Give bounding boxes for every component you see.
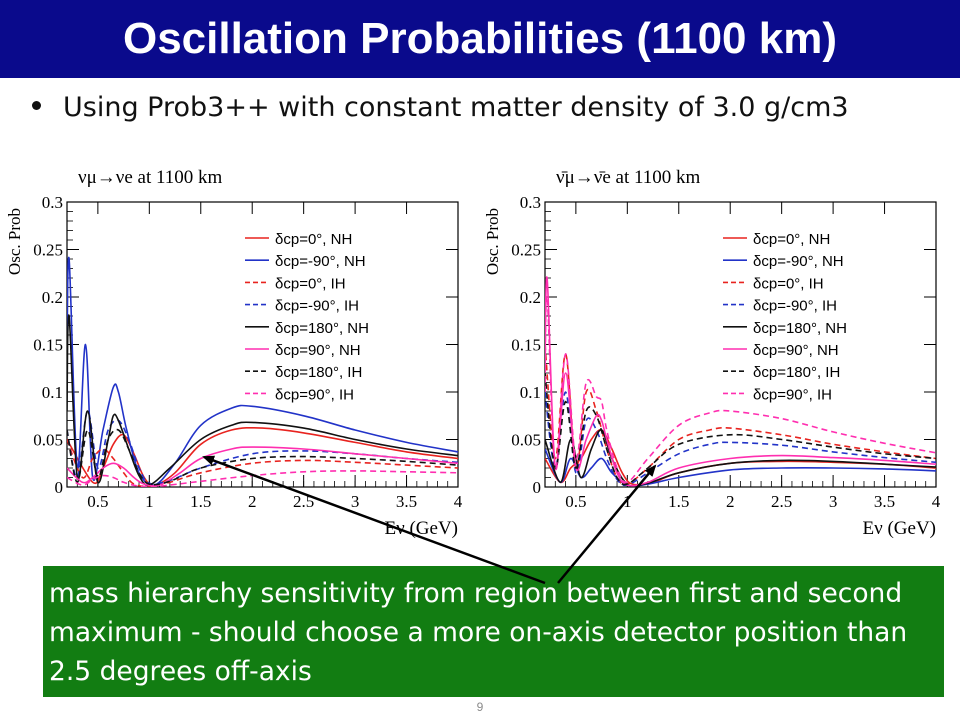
bullet-item: Using Prob3++ with constant matter densi… <box>32 92 849 123</box>
slide-title: Oscillation Probabilities (1100 km) <box>122 14 838 63</box>
x-tick-label: 0.5 <box>565 492 586 511</box>
y-tick-label: 0.15 <box>511 336 541 355</box>
legend-entry: δcp=-90°, NH <box>275 253 366 270</box>
legend-entry: δcp=90°, IH <box>275 386 354 403</box>
x-tick-label: 1.5 <box>190 492 211 511</box>
y-axis-label: Osc. Prob <box>5 208 24 275</box>
chart-title: νμ→νe at 1100 km <box>78 167 223 188</box>
x-axis-label: Eν (GeV) <box>863 518 936 539</box>
plot-frame <box>544 201 937 488</box>
x-tick-label: 3 <box>829 492 838 511</box>
legend-entry: δcp=-90°, IH <box>753 298 837 315</box>
y-tick-label: 0.25 <box>511 241 541 260</box>
series-group <box>67 256 458 487</box>
y-tick-label: 0.05 <box>33 431 63 450</box>
legend-entry: δcp=90°, IH <box>753 386 832 403</box>
page-number: 9 <box>476 700 484 714</box>
legend-entry: δcp=-90°, NH <box>753 253 844 270</box>
x-tick-label: 4 <box>932 492 941 511</box>
series-group <box>545 276 936 487</box>
note-box: mass hierarchy sensitivity from region b… <box>43 566 944 697</box>
x-tick-label: 1.5 <box>668 492 689 511</box>
legend-entry: δcp=0°, IH <box>753 275 824 292</box>
y-tick-label: 0 <box>55 478 64 497</box>
x-tick-label: 1 <box>145 492 154 511</box>
y-tick-label: 0.2 <box>520 288 541 307</box>
note-text: mass hierarchy sensitivity from region b… <box>49 578 908 687</box>
x-tick-label: 3.5 <box>396 492 417 511</box>
x-tick-label: 2 <box>726 492 735 511</box>
plot-frame <box>66 201 459 488</box>
bullet-dot-icon <box>32 101 41 110</box>
y-tick-label: 0 <box>533 478 542 497</box>
legend-entry: δcp=180°, IH <box>275 364 362 381</box>
y-tick-label: 0.05 <box>511 431 541 450</box>
legend-entry: δcp=-90°, IH <box>275 298 359 315</box>
chart-left: 0 0.05 0.1 0.15 0.2 0.25 0.3 0.5 1 1.5 2 2.5 3 3.5 4 νμ… <box>5 167 463 539</box>
x-axis-label: Eν (GeV) <box>385 518 458 539</box>
y-tick-label: 0.25 <box>33 241 63 260</box>
x-tick-label: 4 <box>454 492 463 511</box>
y-tick-label: 0.3 <box>520 193 541 212</box>
series-line-1 <box>67 426 458 487</box>
legend-entry: δcp=90°, NH <box>753 342 839 359</box>
x-tick-label: 2 <box>248 492 257 511</box>
series-line-5 <box>67 314 458 487</box>
y-axis-label: Osc. Prob <box>483 208 502 275</box>
chart-right: 0 0.05 0.1 0.15 0.2 0.25 0.3 0.5 1 1.5 2 2.5 3 3.5 4 ν̄… <box>483 167 941 539</box>
y-tick-label: 0.1 <box>520 383 541 402</box>
legend-entry: δcp=180°, NH <box>753 320 847 337</box>
bullet-text: Using Prob3++ with constant matter densi… <box>63 92 849 123</box>
series-line-7 <box>67 428 458 486</box>
y-tick-label: 0.2 <box>42 288 63 307</box>
x-tick-label: 0.5 <box>87 492 108 511</box>
x-tick-label: 2.5 <box>771 492 792 511</box>
legend-entry: δcp=180°, NH <box>275 320 369 337</box>
y-tick-label: 0.15 <box>33 336 63 355</box>
series-line-6 <box>545 276 936 487</box>
series-line-2 <box>545 448 936 487</box>
legend-entry: δcp=180°, IH <box>753 364 840 381</box>
y-tick-label: 0.1 <box>42 383 63 402</box>
legend-entry: δcp=0°, NH <box>275 231 352 248</box>
series-line-8 <box>545 295 936 484</box>
legend-entry: δcp=0°, IH <box>275 275 346 292</box>
x-tick-label: 1 <box>623 492 632 511</box>
y-tick-label: 0.3 <box>42 193 63 212</box>
legend-entry: δcp=0°, NH <box>753 231 830 248</box>
series-line-6 <box>67 446 458 487</box>
legend-entry: δcp=90°, NH <box>275 342 361 359</box>
x-tick-label: 2.5 <box>293 492 314 511</box>
x-tick-label: 3.5 <box>874 492 895 511</box>
series-line-7 <box>545 372 936 486</box>
title-bar: Oscillation Probabilities (1100 km) <box>0 0 960 78</box>
x-tick-label: 3 <box>351 492 360 511</box>
chart-title: ν̄μ→ν̄e at 1100 km <box>556 167 701 188</box>
